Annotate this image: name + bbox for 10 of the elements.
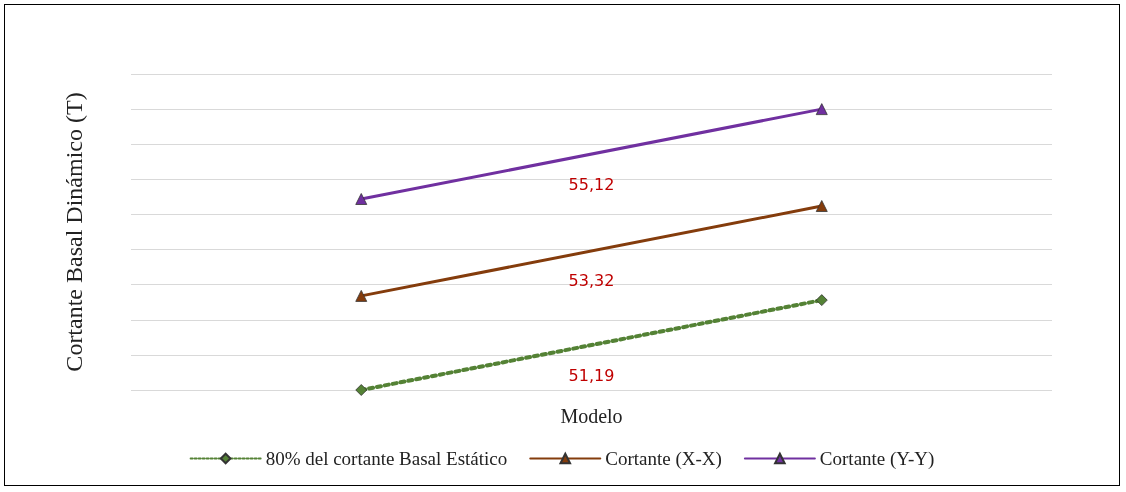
point xyxy=(355,384,368,396)
legend-label: 80% del cortante Basal Estático xyxy=(265,448,508,469)
y-axis-title: Cortante Basal Dinámico (T) xyxy=(61,92,87,372)
annotation: 53,32 xyxy=(568,271,615,291)
legend-label: Cortante (Y-Y) xyxy=(819,448,935,470)
point xyxy=(815,294,828,307)
legend-label: Cortante (X-X) xyxy=(605,448,722,470)
annotation: 55,12 xyxy=(568,174,615,194)
x-axis-title: Modelo xyxy=(560,405,623,427)
annotation: 51,19 xyxy=(568,365,615,385)
